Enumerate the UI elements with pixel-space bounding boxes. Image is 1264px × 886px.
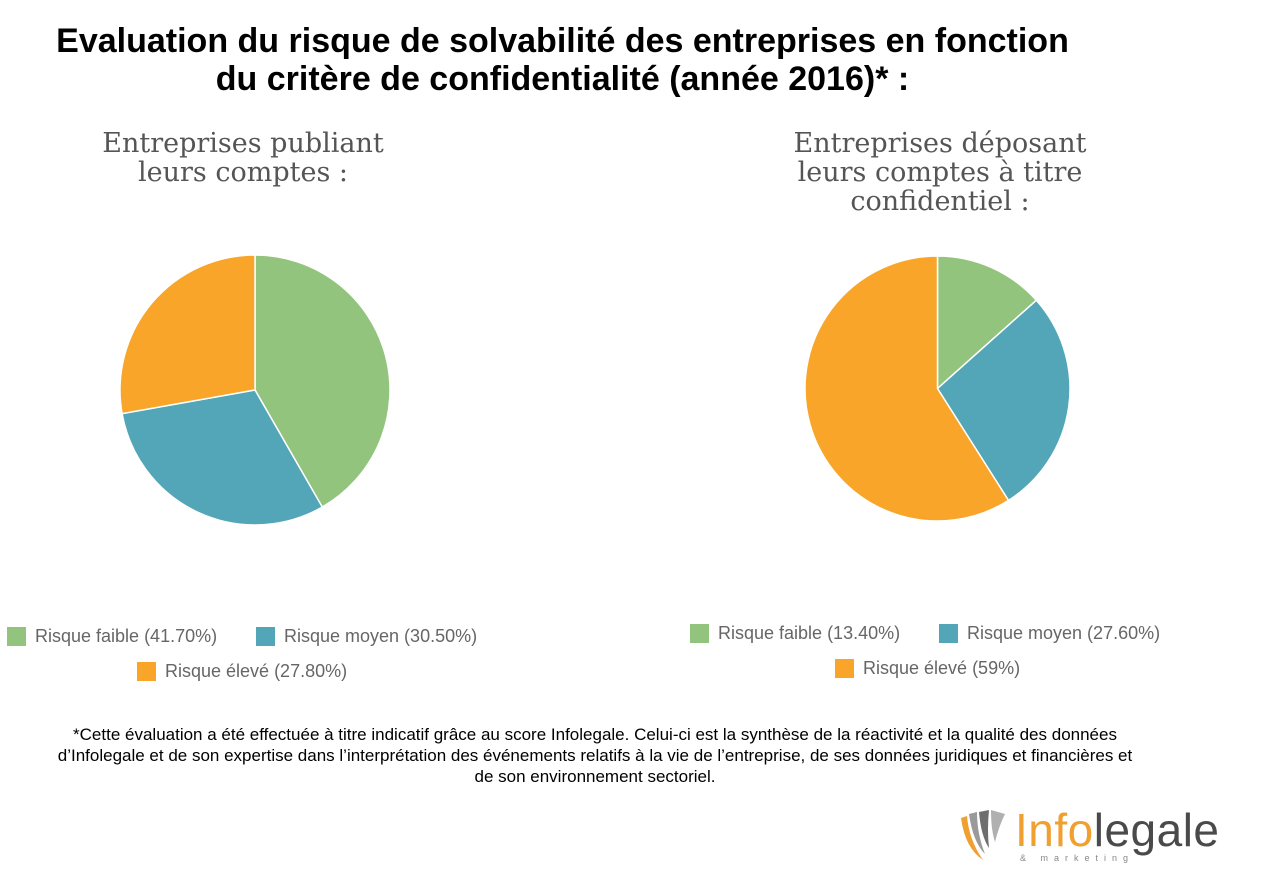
legend-item-confidential-moyen: Risque moyen (27.60%) — [939, 623, 1160, 644]
public-slice-risque-moyen — [121, 389, 324, 526]
chart-title-public: Entreprises publiant leurs comptes : — [102, 128, 384, 188]
infolegale-logo: Infolegale & marketing — [950, 800, 1250, 870]
footnote: *Cette évaluation a été effectuée à titr… — [57, 725, 1133, 786]
pie-chart-public — [119, 254, 391, 526]
legend-label: Risque élevé (59%) — [863, 658, 1021, 678]
pie-chart-confidential — [804, 255, 1071, 522]
legend-label: Risque élevé (27.80%) — [165, 661, 348, 681]
legend-swatch — [7, 627, 26, 646]
legend-label: Risque faible (13.40%) — [718, 623, 901, 643]
legend-item-public-faible: Risque faible (41.70%) — [7, 626, 217, 647]
legend-swatch — [939, 624, 958, 643]
logo-tagline: & marketing — [1020, 853, 1135, 863]
legend-swatch — [835, 659, 854, 678]
legend-swatch — [256, 627, 275, 646]
legend-item-confidential-faible: Risque faible (13.40%) — [690, 623, 900, 644]
chart-title-confidential: Entreprises déposant leurs comptes à tit… — [793, 128, 1087, 217]
infolegale-logo-icon — [961, 810, 1005, 860]
confidential-slice-risque-faible — [936, 255, 1038, 391]
logo-text-info: Info — [1015, 804, 1094, 856]
legend-label: Risque faible (41.70%) — [35, 626, 218, 646]
confidential-slice-risque-lev- — [804, 255, 1010, 522]
legend-swatch — [137, 662, 156, 681]
legend-item-public-moyen: Risque moyen (30.50%) — [256, 626, 477, 647]
public-slice-risque-faible — [254, 254, 391, 509]
legend-label: Risque moyen (30.50%) — [284, 626, 478, 646]
public-slice-risque-lev- — [119, 254, 256, 415]
logo-wordmark: Infolegale — [1015, 804, 1220, 856]
legend-item-public-eleve: Risque élevé (27.80%) — [137, 661, 347, 682]
legend-swatch — [690, 624, 709, 643]
legend-label: Risque moyen (27.60%) — [967, 623, 1161, 643]
main-title: Evaluation du risque de solvabilité des … — [56, 22, 1069, 98]
confidential-slice-risque-moyen — [936, 299, 1071, 502]
legend-item-confidential-eleve: Risque élevé (59%) — [835, 658, 1020, 679]
logo-text-legale: legale — [1093, 804, 1220, 856]
